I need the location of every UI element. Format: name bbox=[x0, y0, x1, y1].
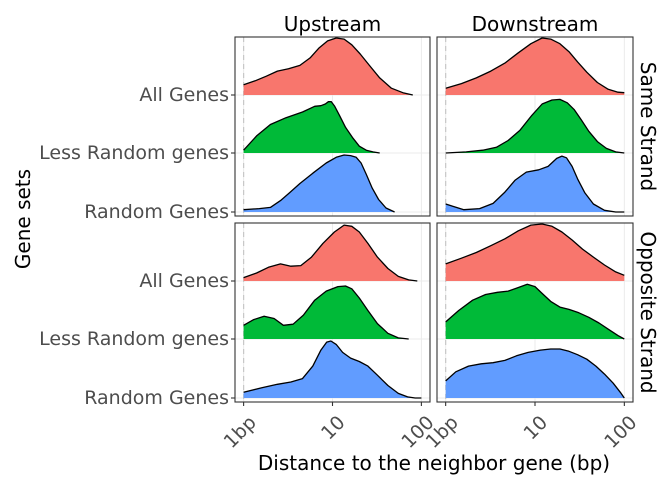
facet-title-same-strand: Same Strand bbox=[636, 62, 660, 191]
y-tick-label-all-genes: All Genes bbox=[139, 84, 229, 106]
density-line-less-random-genes bbox=[243, 285, 409, 340]
density-line-all-genes bbox=[445, 223, 625, 276]
facet-title-upstream: Upstream bbox=[284, 12, 381, 36]
y-tick-label-less-random-genes: Less Random genes bbox=[39, 328, 229, 350]
facet-title-downstream: Downstream bbox=[472, 12, 599, 36]
density-area-all-genes bbox=[445, 224, 625, 281]
density-line-all-genes bbox=[445, 37, 625, 94]
density-line-less-random-genes bbox=[445, 283, 625, 340]
y-tick-label-less-random-genes: Less Random genes bbox=[39, 142, 229, 164]
x-tick-label-100: 100 bbox=[600, 412, 641, 453]
density-area-random-genes bbox=[445, 156, 625, 212]
density-area-random-genes bbox=[243, 155, 395, 212]
x-tick-label-10: 10 bbox=[519, 412, 552, 445]
density-area-all-genes bbox=[243, 225, 418, 281]
y-tick-label-random-genes: Random Genes bbox=[84, 201, 229, 223]
density-area-all-genes bbox=[243, 38, 413, 95]
panel-opposite-strand-upstream bbox=[234, 222, 431, 403]
density-line-less-random-genes bbox=[243, 101, 380, 154]
x-axis-title: Distance to the neighbor gene (bp) bbox=[258, 451, 610, 475]
density-area-random-genes bbox=[243, 341, 422, 398]
density-line-random-genes bbox=[445, 348, 625, 399]
y-tick-label-random-genes: Random Genes bbox=[84, 387, 229, 409]
x-tick-label-10: 10 bbox=[317, 412, 350, 445]
density-area-less-random-genes bbox=[243, 101, 380, 153]
panel-same-strand-upstream bbox=[234, 36, 431, 217]
density-area-all-genes bbox=[445, 38, 625, 95]
panel-border bbox=[234, 36, 431, 217]
density-line-random-genes bbox=[445, 155, 625, 213]
x-tick-label-1bp: 1bp bbox=[220, 412, 261, 453]
panel-opposite-strand-downstream bbox=[436, 222, 634, 403]
panel-border bbox=[436, 36, 634, 217]
density-area-less-random-genes bbox=[445, 99, 625, 153]
density-line-random-genes bbox=[243, 154, 395, 213]
panel-same-strand-downstream bbox=[436, 36, 634, 217]
density-line-all-genes bbox=[243, 37, 413, 96]
density-area-less-random-genes bbox=[445, 284, 625, 339]
y-axis-title: Gene sets bbox=[11, 169, 35, 269]
density-line-less-random-genes bbox=[445, 98, 625, 154]
density-line-random-genes bbox=[243, 340, 422, 399]
density-line-all-genes bbox=[243, 224, 418, 282]
facet-title-opposite-strand: Opposite Strand bbox=[636, 231, 660, 393]
density-area-less-random-genes bbox=[243, 286, 409, 339]
y-tick-label-all-genes: All Genes bbox=[139, 270, 229, 292]
density-area-random-genes bbox=[445, 349, 625, 398]
